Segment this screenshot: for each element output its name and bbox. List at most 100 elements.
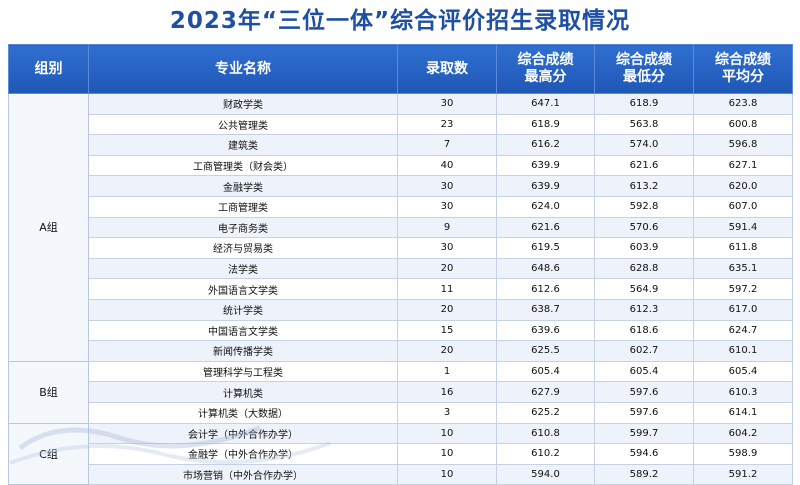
cell-major: 计算机类 bbox=[88, 381, 398, 403]
cell-major: 金融学（中外合作办学） bbox=[88, 443, 398, 465]
table-row: 计算机类（大数据） 3 625.2 597.6 614.1 bbox=[9, 401, 793, 424]
cell-avg: 600.8 bbox=[693, 113, 793, 136]
table-row: 经济与贸易类 30 619.5 603.9 611.8 bbox=[9, 237, 793, 259]
cell-avg: 591.4 bbox=[693, 216, 793, 239]
cell-max: 624.0 bbox=[496, 195, 595, 218]
header-major: 专业名称 bbox=[88, 44, 398, 94]
cell-min: 594.6 bbox=[594, 443, 694, 465]
group-cell: A组 bbox=[8, 93, 89, 362]
cell-count: 7 bbox=[397, 134, 497, 156]
cell-max: 638.7 bbox=[496, 298, 595, 321]
cell-major: 会计学（中外合作办学） bbox=[88, 422, 398, 445]
cell-count: 9 bbox=[397, 216, 497, 239]
cell-min: 563.8 bbox=[594, 113, 694, 136]
cell-min: 570.6 bbox=[594, 216, 694, 239]
cell-count: 10 bbox=[397, 422, 497, 445]
cell-min: 621.6 bbox=[594, 154, 694, 177]
cell-max: 627.9 bbox=[496, 381, 595, 403]
cell-count: 20 bbox=[397, 340, 497, 362]
cell-min: 597.6 bbox=[594, 381, 694, 403]
cell-count: 30 bbox=[397, 175, 497, 197]
cell-count: 3 bbox=[397, 401, 497, 424]
header-group: 组别 bbox=[8, 44, 89, 94]
header-min-line1: 综合成绩 bbox=[616, 52, 672, 68]
cell-max: 639.6 bbox=[496, 319, 595, 342]
header-row: 组别 专业名称 录取数 综合成绩 最高分 综合成绩 最低分 综合成绩 平均分 bbox=[8, 44, 793, 94]
cell-min: 612.3 bbox=[594, 298, 694, 321]
cell-count: 40 bbox=[397, 154, 497, 177]
cell-max: 610.2 bbox=[496, 443, 595, 465]
cell-major: 市场营销（中外合作办学） bbox=[88, 463, 398, 485]
admission-table-container: 组别 专业名称 录取数 综合成绩 最高分 综合成绩 最低分 综合成绩 平均分 A… bbox=[8, 44, 793, 485]
cell-count: 20 bbox=[397, 257, 497, 280]
cell-major: 统计学类 bbox=[88, 298, 398, 321]
group-cell: C组 bbox=[8, 422, 89, 485]
cell-max: 625.5 bbox=[496, 340, 595, 362]
cell-max: 618.9 bbox=[496, 113, 595, 136]
cell-avg: 635.1 bbox=[693, 257, 793, 280]
cell-avg: 607.0 bbox=[693, 195, 793, 218]
table-row: 建筑类 7 616.2 574.0 596.8 bbox=[9, 134, 793, 156]
table-row: C组 会计学（中外合作办学） 10 610.8 599.7 604.2 bbox=[8, 422, 793, 485]
cell-min: 618.6 bbox=[594, 319, 694, 342]
cell-avg: 620.0 bbox=[693, 175, 793, 197]
cell-min: 597.6 bbox=[594, 401, 694, 424]
cell-avg: 596.8 bbox=[693, 134, 793, 156]
cell-max: 605.4 bbox=[496, 360, 595, 383]
cell-min: 618.9 bbox=[594, 93, 694, 115]
cell-major: 工商管理类 bbox=[88, 195, 398, 218]
header-avg-line2: 平均分 bbox=[722, 69, 764, 85]
cell-major: 财政学类 bbox=[88, 93, 398, 115]
cell-min: 602.7 bbox=[594, 340, 694, 362]
header-max: 综合成绩 最高分 bbox=[496, 44, 595, 94]
cell-major: 电子商务类 bbox=[88, 216, 398, 239]
cell-max: 621.6 bbox=[496, 216, 595, 239]
cell-count: 10 bbox=[397, 443, 497, 465]
table-row: B组 管理科学与工程类 1 605.4 605.4 605.4 bbox=[8, 360, 793, 424]
cell-count: 16 bbox=[397, 381, 497, 403]
cell-avg: 604.2 bbox=[693, 422, 793, 445]
cell-major: 建筑类 bbox=[88, 134, 398, 156]
cell-avg: 605.4 bbox=[693, 360, 793, 383]
table-body: A组 财政学类 30 647.1 618.9 623.8 公共管理类 23 618.9 563.8… bbox=[8, 93, 793, 485]
cell-major: 法学类 bbox=[88, 257, 398, 280]
cell-major: 新闻传播学类 bbox=[88, 340, 398, 362]
cell-count: 15 bbox=[397, 319, 497, 342]
header-avg-line1: 综合成绩 bbox=[715, 52, 771, 68]
cell-min: 564.9 bbox=[594, 278, 694, 300]
cell-max: 610.8 bbox=[496, 422, 595, 445]
table-row: 公共管理类 23 618.9 563.8 600.8 bbox=[9, 113, 793, 136]
cell-min: 589.2 bbox=[594, 463, 694, 485]
page-title: 2023年“三位一体”综合评价招生录取情况 bbox=[169, 8, 631, 34]
cell-avg: 610.1 bbox=[693, 340, 793, 362]
cell-max: 639.9 bbox=[496, 154, 595, 177]
cell-avg: 597.2 bbox=[693, 278, 793, 300]
cell-min: 574.0 bbox=[594, 134, 694, 156]
admission-table: 组别 专业名称 录取数 综合成绩 最高分 综合成绩 最低分 综合成绩 平均分 A… bbox=[8, 44, 793, 485]
cell-max: 619.5 bbox=[496, 237, 595, 259]
table-row: A组 财政学类 30 647.1 618.9 623.8 bbox=[8, 93, 793, 362]
cell-avg: 623.8 bbox=[693, 93, 793, 115]
cell-max: 616.2 bbox=[496, 134, 595, 156]
cell-max: 647.1 bbox=[496, 93, 595, 115]
group-cell: B组 bbox=[8, 360, 89, 424]
table-row: 新闻传播学类 20 625.5 602.7 610.1 bbox=[9, 340, 793, 362]
cell-min: 628.8 bbox=[594, 257, 694, 280]
cell-major: 计算机类（大数据） bbox=[88, 401, 398, 424]
table-row: 统计学类 20 638.7 612.3 617.0 bbox=[9, 298, 793, 321]
header-max-line2: 最高分 bbox=[524, 69, 567, 85]
cell-major: 外国语言文学类 bbox=[88, 278, 398, 300]
cell-count: 20 bbox=[397, 298, 497, 321]
cell-avg: 591.2 bbox=[693, 463, 793, 485]
cell-major: 公共管理类 bbox=[88, 113, 398, 136]
cell-count: 23 bbox=[397, 113, 497, 136]
table-row: 计算机类 16 627.9 597.6 610.3 bbox=[9, 381, 793, 403]
cell-avg: 627.1 bbox=[693, 154, 793, 177]
cell-count: 11 bbox=[397, 278, 497, 300]
cell-count: 30 bbox=[397, 195, 497, 218]
cell-max: 594.0 bbox=[496, 463, 595, 485]
cell-major: 经济与贸易类 bbox=[88, 237, 398, 259]
cell-max: 648.6 bbox=[496, 257, 595, 280]
table-row: 工商管理类（财会类） 40 639.9 621.6 627.1 bbox=[9, 154, 793, 177]
cell-count: 30 bbox=[397, 237, 497, 259]
